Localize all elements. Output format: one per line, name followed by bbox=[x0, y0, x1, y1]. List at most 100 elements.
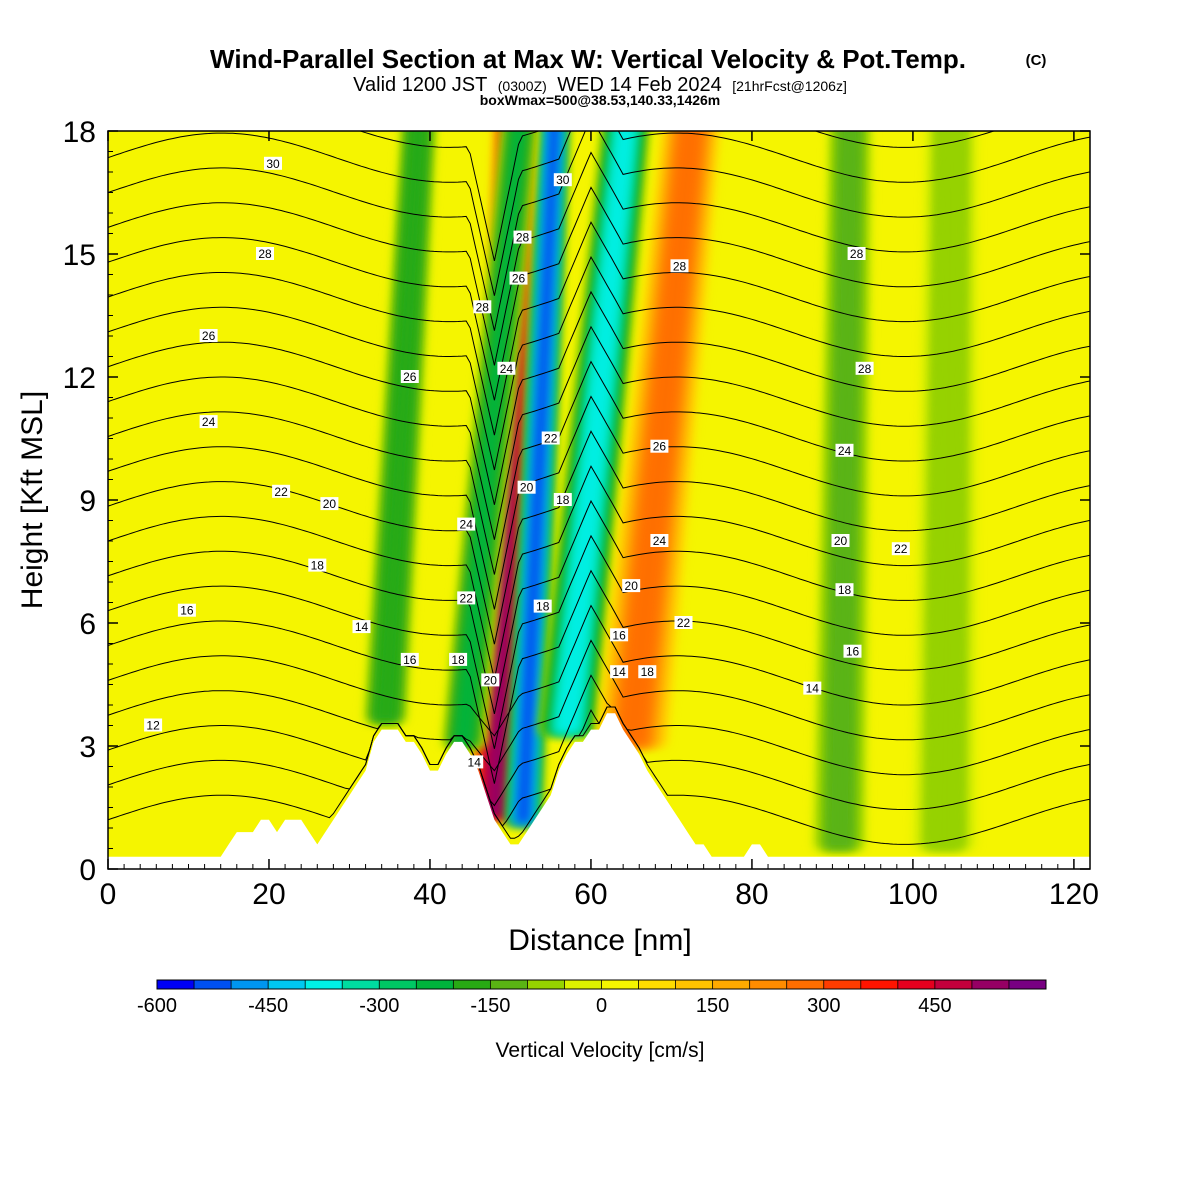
theta-label: 22 bbox=[674, 616, 693, 630]
colorbar-swatch bbox=[527, 980, 565, 989]
colorbar-swatch bbox=[268, 980, 306, 989]
theta-label: 28 bbox=[256, 247, 274, 261]
theta-label: 18 bbox=[553, 493, 572, 507]
theta-contour-line bbox=[108, 221, 1090, 436]
valid-time-line: Valid 1200 JST (0300Z) WED 14 Feb 2024 [… bbox=[353, 74, 847, 96]
vertical-velocity-fill bbox=[362, 131, 977, 849]
theta-label-text: 18 bbox=[536, 600, 550, 614]
theta-contour-line bbox=[108, 290, 1090, 505]
colorbar-swatch bbox=[1008, 980, 1047, 989]
theta-label: 20 bbox=[517, 480, 536, 495]
colorbar-swatch bbox=[305, 980, 343, 989]
colorbar-swatch bbox=[823, 980, 862, 989]
theta-label: 18 bbox=[638, 665, 657, 679]
theta-label: 18 bbox=[449, 652, 468, 667]
x-tick-label: 0 bbox=[100, 878, 117, 911]
theta-label-text: 18 bbox=[838, 583, 852, 597]
velocity-plume bbox=[515, 131, 561, 824]
theta-label: 18 bbox=[835, 583, 854, 597]
theta-label-text: 26 bbox=[512, 272, 526, 286]
colorbar-swatch bbox=[601, 980, 639, 989]
theta-contours bbox=[108, 131, 1090, 845]
theta-label: 22 bbox=[457, 591, 476, 605]
theta-contour-line bbox=[108, 325, 1090, 540]
y-tick-label: 18 bbox=[63, 116, 96, 149]
theta-label-text: 28 bbox=[858, 362, 872, 376]
theta-label-text: 28 bbox=[850, 247, 864, 261]
theta-contour-line bbox=[108, 534, 1090, 749]
colorbar-swatch bbox=[379, 980, 417, 989]
theta-contour-line bbox=[358, 131, 996, 262]
theta-label: 28 bbox=[670, 259, 689, 273]
colorbar-swatch bbox=[638, 980, 676, 989]
chart-title: Wind-Parallel Section at Max W: Vertical… bbox=[210, 44, 966, 74]
theta-label-text: 14 bbox=[612, 665, 626, 679]
x-axis-label: Distance [nm] bbox=[508, 924, 691, 957]
colorbar-swatch bbox=[490, 980, 528, 989]
theta-label: 24 bbox=[835, 443, 854, 458]
theta-label-text: 24 bbox=[460, 518, 474, 532]
colorbar-tick-label: -450 bbox=[248, 995, 288, 1017]
theta-contour-line bbox=[108, 604, 1090, 737]
theta-label-text: 28 bbox=[516, 231, 530, 245]
theta-label-text: 22 bbox=[544, 432, 558, 446]
colorbar-swatch bbox=[342, 980, 380, 989]
velocity-plume bbox=[375, 131, 427, 722]
theta-contour-line bbox=[108, 395, 1090, 610]
y-tick-label: 6 bbox=[79, 608, 96, 641]
theta-contour-line bbox=[108, 706, 1090, 827]
theta-label: 14 bbox=[610, 665, 629, 679]
colorbar-swatch bbox=[749, 980, 788, 989]
copyright-mark: (C) bbox=[1026, 52, 1047, 69]
y-axis-label: Height [Kft MSL] bbox=[16, 391, 49, 609]
velocity-plume bbox=[616, 131, 704, 746]
terrain bbox=[108, 713, 1090, 869]
theta-label-text: 18 bbox=[556, 493, 570, 507]
theta-label-text: 22 bbox=[460, 591, 474, 605]
colorbar-swatch bbox=[564, 980, 602, 989]
colorbar-label: Vertical Velocity [cm/s] bbox=[496, 1039, 705, 1062]
theta-label-text: 24 bbox=[500, 362, 514, 376]
theta-label-text: 26 bbox=[403, 370, 417, 384]
theta-label: 20 bbox=[481, 673, 500, 687]
y-tick-label: 0 bbox=[79, 854, 96, 887]
theta-contour-line bbox=[108, 151, 1090, 366]
theta-label-text: 28 bbox=[673, 259, 687, 273]
theta-label: 14 bbox=[803, 681, 822, 696]
theta-label: 20 bbox=[622, 579, 641, 593]
colorbar-tick-label: 450 bbox=[918, 995, 951, 1017]
valid-prefix: Valid 1200 JST bbox=[353, 74, 487, 96]
colorbar-tick-label: 0 bbox=[596, 995, 607, 1017]
theta-label-text: 20 bbox=[323, 497, 337, 511]
theta-contour-line bbox=[108, 569, 1090, 784]
theta-label: 24 bbox=[497, 361, 516, 376]
velocity-plume bbox=[554, 131, 636, 734]
theta-label-text: 14 bbox=[806, 682, 820, 696]
theta-contour-line bbox=[108, 499, 1090, 715]
theta-contour-line bbox=[108, 465, 1090, 680]
colorbar-swatch bbox=[157, 980, 195, 989]
theta-label: 22 bbox=[541, 431, 560, 446]
axes: 0 20 40 60 80 100 120 0 3 6 9 12 15 18 bbox=[63, 116, 1099, 911]
theta-label-text: 18 bbox=[311, 559, 325, 573]
theta-label: 26 bbox=[400, 370, 419, 384]
theta-label: 16 bbox=[177, 603, 196, 618]
theta-label-text: 14 bbox=[468, 755, 482, 769]
theta-label-text: 22 bbox=[274, 485, 288, 499]
theta-label: 26 bbox=[509, 271, 528, 286]
colorbar-swatch bbox=[897, 980, 936, 989]
theta-label-text: 16 bbox=[180, 604, 194, 618]
theta-label-text: 24 bbox=[653, 534, 667, 548]
theta-label-text: 26 bbox=[653, 440, 667, 454]
theta-label: 24 bbox=[199, 415, 218, 429]
theta-label: 26 bbox=[650, 439, 669, 454]
theta-label-text: 20 bbox=[834, 534, 848, 548]
theta-label-text: 22 bbox=[894, 542, 908, 556]
theta-label: 22 bbox=[891, 542, 910, 556]
theta-label-text: 24 bbox=[838, 444, 852, 458]
x-tick-label: 60 bbox=[574, 878, 607, 911]
theta-contour-line bbox=[108, 674, 1090, 807]
theta-label-text: 20 bbox=[484, 673, 498, 687]
theta-label: 16 bbox=[610, 628, 629, 642]
